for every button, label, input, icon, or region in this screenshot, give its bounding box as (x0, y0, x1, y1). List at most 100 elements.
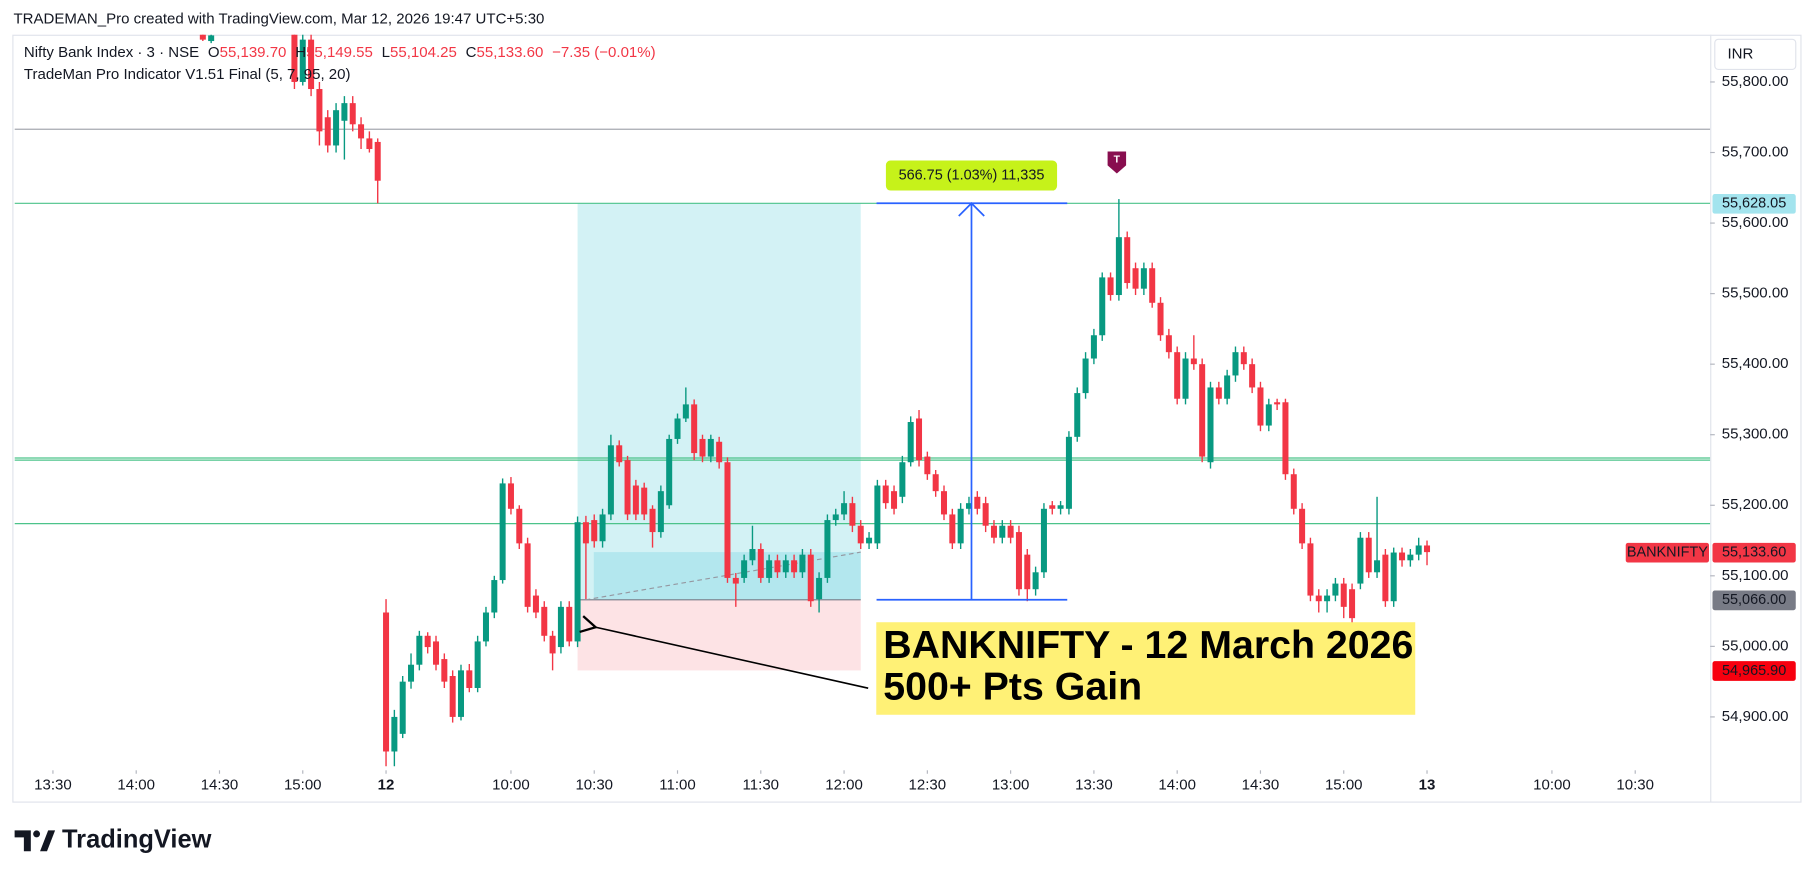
candle-body (433, 641, 440, 665)
candle-body (316, 89, 323, 132)
candle-body (791, 560, 798, 573)
candle-body (1124, 237, 1131, 284)
candle-body (482, 612, 489, 642)
legend-value: 55,104.25 (390, 44, 457, 61)
measure-arrowhead (958, 202, 985, 217)
candle-body (324, 117, 331, 146)
legend-key: O (208, 44, 220, 61)
candle-body (574, 522, 581, 642)
annotation-box (876, 622, 1416, 715)
candle-body (1140, 268, 1147, 289)
candle-body (1424, 545, 1431, 553)
candle-body (416, 635, 423, 665)
candle-body (599, 514, 606, 542)
candle-body (408, 664, 415, 682)
candle-body (741, 560, 748, 578)
legend-key: C (466, 44, 477, 61)
candle-body (1182, 358, 1189, 399)
candle-body (1315, 595, 1322, 602)
y-tick-label: 55,000.00 (1722, 637, 1789, 654)
candle-body (1390, 552, 1397, 602)
candle-body (1107, 277, 1114, 296)
candle-body (449, 675, 456, 717)
candle-body (957, 508, 964, 544)
candle-body (1157, 302, 1164, 336)
header: TRADEMAN_Pro created with TradingView.co… (13, 11, 544, 28)
measure-label-box (885, 160, 1058, 191)
candle-body (1199, 364, 1206, 457)
candle-body (1282, 402, 1289, 475)
candle-body (474, 641, 481, 688)
candle-body (707, 438, 714, 457)
candle-body (199, 34, 206, 40)
candle-body (491, 580, 498, 613)
legend-change: −7.35 (−0.01%) (552, 44, 656, 61)
candle-body (699, 438, 706, 457)
candle-body (1349, 589, 1356, 619)
candle-body (308, 39, 315, 90)
y-tick-label: 54,900.00 (1722, 708, 1789, 725)
candle-body (1082, 358, 1089, 394)
stop-tag-bg (1712, 661, 1796, 681)
candle-body (732, 577, 739, 584)
candle-body (591, 520, 598, 542)
candle-body (691, 404, 698, 454)
x-tick-label: 11:30 (743, 776, 779, 793)
candle-body (999, 525, 1006, 538)
x-tick-label: 10:30 (575, 776, 613, 793)
candle-body (1049, 505, 1056, 509)
legend-line: Nifty Bank Index · 3 · NSE O55,139.70 H5… (24, 44, 656, 61)
candle-body (208, 35, 215, 42)
candle-body (399, 681, 406, 734)
candle-body (1215, 387, 1222, 399)
currency-button[interactable] (1714, 38, 1797, 70)
legend-key: L (382, 44, 390, 61)
stop-tag: 54,965.90 (1722, 663, 1786, 679)
candle-body (641, 487, 648, 515)
candle-body (749, 549, 756, 561)
signal-marker-label: T (1114, 154, 1121, 165)
candle-body (1257, 387, 1264, 426)
candle-body (1190, 358, 1197, 365)
annotation-arrow (594, 627, 869, 689)
candle-body (757, 549, 764, 578)
candle-body (882, 485, 889, 504)
candle-body (965, 503, 972, 509)
candle-body (907, 422, 914, 463)
x-tick-label: 14:30 (201, 776, 239, 793)
annotation-line: BANKNIFTY - 12 March 2026 (883, 623, 1413, 667)
candle-body (1074, 393, 1081, 437)
candle-body (874, 485, 881, 544)
candle-body (566, 606, 573, 642)
chart-frame (12, 34, 1802, 803)
candle-body (1415, 545, 1422, 555)
candle-body (1307, 543, 1314, 596)
y-tick-label: 55,100.00 (1722, 567, 1789, 584)
candle-body (1032, 572, 1039, 590)
candle-body (940, 491, 948, 515)
x-tick-label: 10:30 (1616, 776, 1654, 793)
x-tick-label: 15:00 (284, 776, 322, 793)
measure-label: 566.75 (1.03%) 11,335 (899, 167, 1045, 183)
candle-body (457, 670, 464, 717)
candle-body (441, 659, 448, 682)
candle-body (1357, 537, 1364, 584)
candle-body (1382, 554, 1389, 602)
candle-body (1065, 436, 1072, 509)
last-price-tag: 55,133.60 (1722, 545, 1786, 561)
candle-body (291, 34, 298, 82)
candle-body (549, 635, 556, 654)
candle-body (333, 110, 340, 146)
candle-body (891, 491, 898, 509)
candle-body (1024, 554, 1031, 590)
signal-marker: T (1107, 151, 1127, 174)
last-price-tag-bg (1712, 542, 1796, 563)
candle-body (383, 612, 390, 752)
x-tick-label: 14:30 (1242, 776, 1280, 793)
candle-body (341, 103, 348, 121)
legend-value: 55,139.70 (220, 44, 287, 61)
candle-body (866, 537, 873, 544)
candle-body (582, 522, 589, 544)
candle-body (1340, 583, 1347, 607)
currency[interactable]: INR (1728, 45, 1754, 62)
